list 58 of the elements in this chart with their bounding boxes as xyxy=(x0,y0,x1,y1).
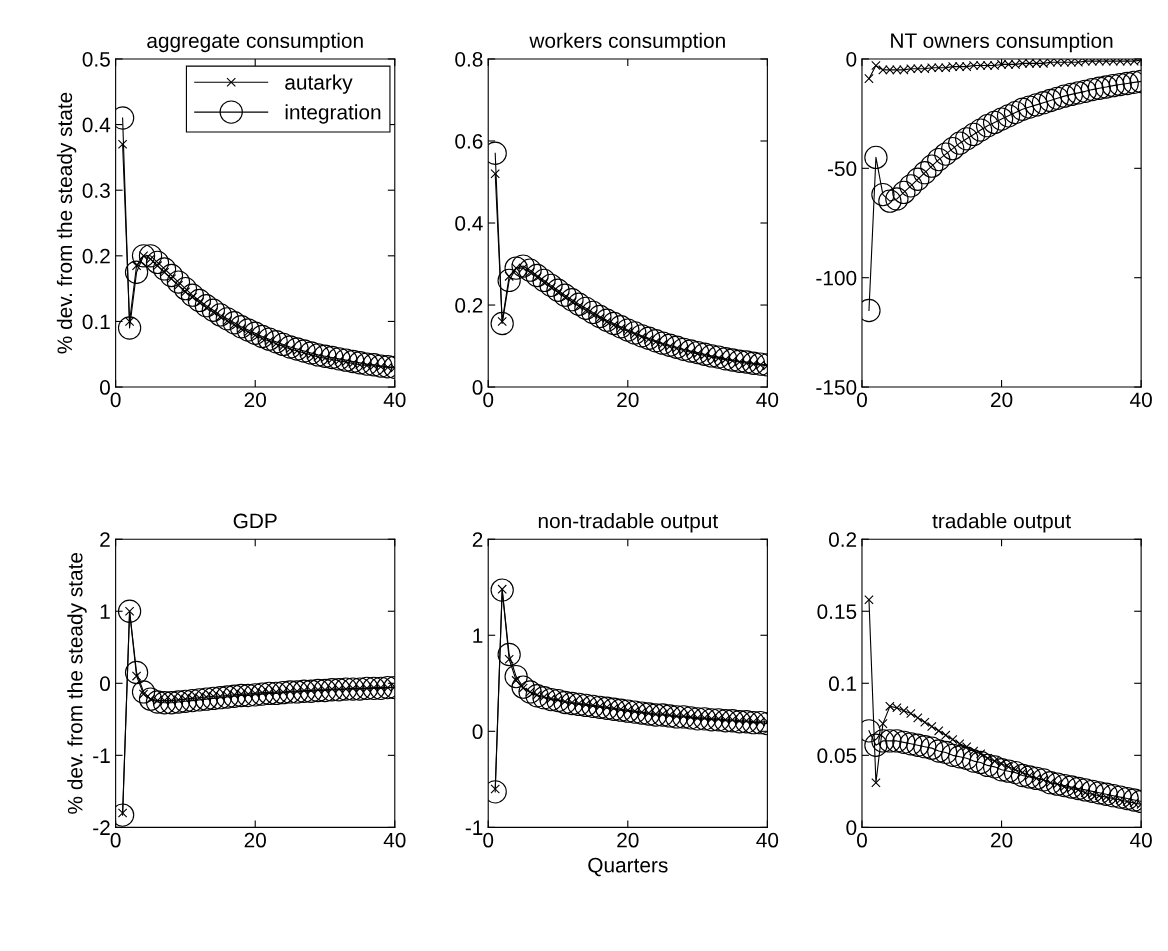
legend-label: integration xyxy=(285,104,381,124)
x-tick-label: 0 xyxy=(483,392,494,408)
x-tick-label: 40 xyxy=(383,832,406,848)
x-tick-label: 20 xyxy=(617,392,639,408)
x-axis-title: Quarters xyxy=(588,857,668,877)
x-tick-label: 40 xyxy=(1130,832,1152,848)
y-tick-label: 1 xyxy=(473,628,483,643)
chart-title: non-tradable output xyxy=(538,513,718,533)
y-tick-label: -1 xyxy=(93,748,110,763)
chart-title: GDP xyxy=(233,513,277,529)
y-tick-label: -1 xyxy=(465,820,483,835)
y-tick-label: -100 xyxy=(816,270,857,286)
x-tick-label: 20 xyxy=(991,392,1013,408)
y-tick-label: 0.05 xyxy=(817,748,857,764)
y-tick-label: 0.5 xyxy=(82,51,110,67)
y-tick-label: 0 xyxy=(846,51,857,67)
x-tick-label: 0 xyxy=(857,392,867,408)
y-tick-label: 0.2 xyxy=(828,532,857,547)
x-tick-label: 20 xyxy=(244,832,266,848)
x-tick-label: 0 xyxy=(857,832,867,848)
y-tick-label: 2 xyxy=(472,532,483,547)
y-tick-label: 0.1 xyxy=(828,676,857,692)
y-tick-label: 0.4 xyxy=(455,216,483,231)
x-tick-label: 0 xyxy=(110,832,121,848)
x-tick-label: 20 xyxy=(991,832,1013,848)
y-tick-label: 0.2 xyxy=(82,248,110,264)
y-tick-label: 1 xyxy=(100,604,110,619)
y-axis-title: % dev. from the steady state xyxy=(67,552,87,814)
y-tick-label: 0.15 xyxy=(817,604,857,620)
x-tick-label: 40 xyxy=(756,392,779,408)
y-tick-label: 0.4 xyxy=(82,117,111,133)
x-tick-label: 0 xyxy=(110,392,121,408)
y-tick-label: 0.3 xyxy=(82,183,110,198)
y-tick-label: 0.2 xyxy=(455,298,483,313)
y-tick-label: 0.8 xyxy=(455,51,483,67)
y-tick-label: 2 xyxy=(100,532,110,547)
y-axis-title: % dev. from the steady state xyxy=(56,92,77,354)
y-tick-label: 0 xyxy=(100,676,110,692)
y-tick-label: 0 xyxy=(472,380,483,395)
chart-title: tradable output xyxy=(932,513,1071,533)
x-tick-label: 40 xyxy=(1130,392,1152,408)
y-tick-label: 0.1 xyxy=(82,314,110,330)
legend-label: autarky xyxy=(285,74,353,94)
x-tick-label: 20 xyxy=(244,392,266,408)
x-tick-label: 20 xyxy=(617,832,639,848)
chart-title: NT owners consumption xyxy=(891,32,1113,53)
y-tick-label: 0 xyxy=(846,820,857,836)
y-tick-label: -2 xyxy=(93,820,110,835)
x-tick-label: 0 xyxy=(483,832,494,848)
y-tick-label: 0 xyxy=(100,380,110,395)
chart-title: workers consumption xyxy=(529,32,725,53)
x-tick-label: 40 xyxy=(756,832,779,848)
chart-title: aggregate consumption xyxy=(147,32,363,53)
x-tick-label: 40 xyxy=(383,392,406,408)
y-tick-label: 0.6 xyxy=(455,133,483,149)
y-tick-label: -150 xyxy=(816,380,857,395)
y-tick-label: 0 xyxy=(472,724,483,740)
y-tick-label: -50 xyxy=(827,161,857,177)
